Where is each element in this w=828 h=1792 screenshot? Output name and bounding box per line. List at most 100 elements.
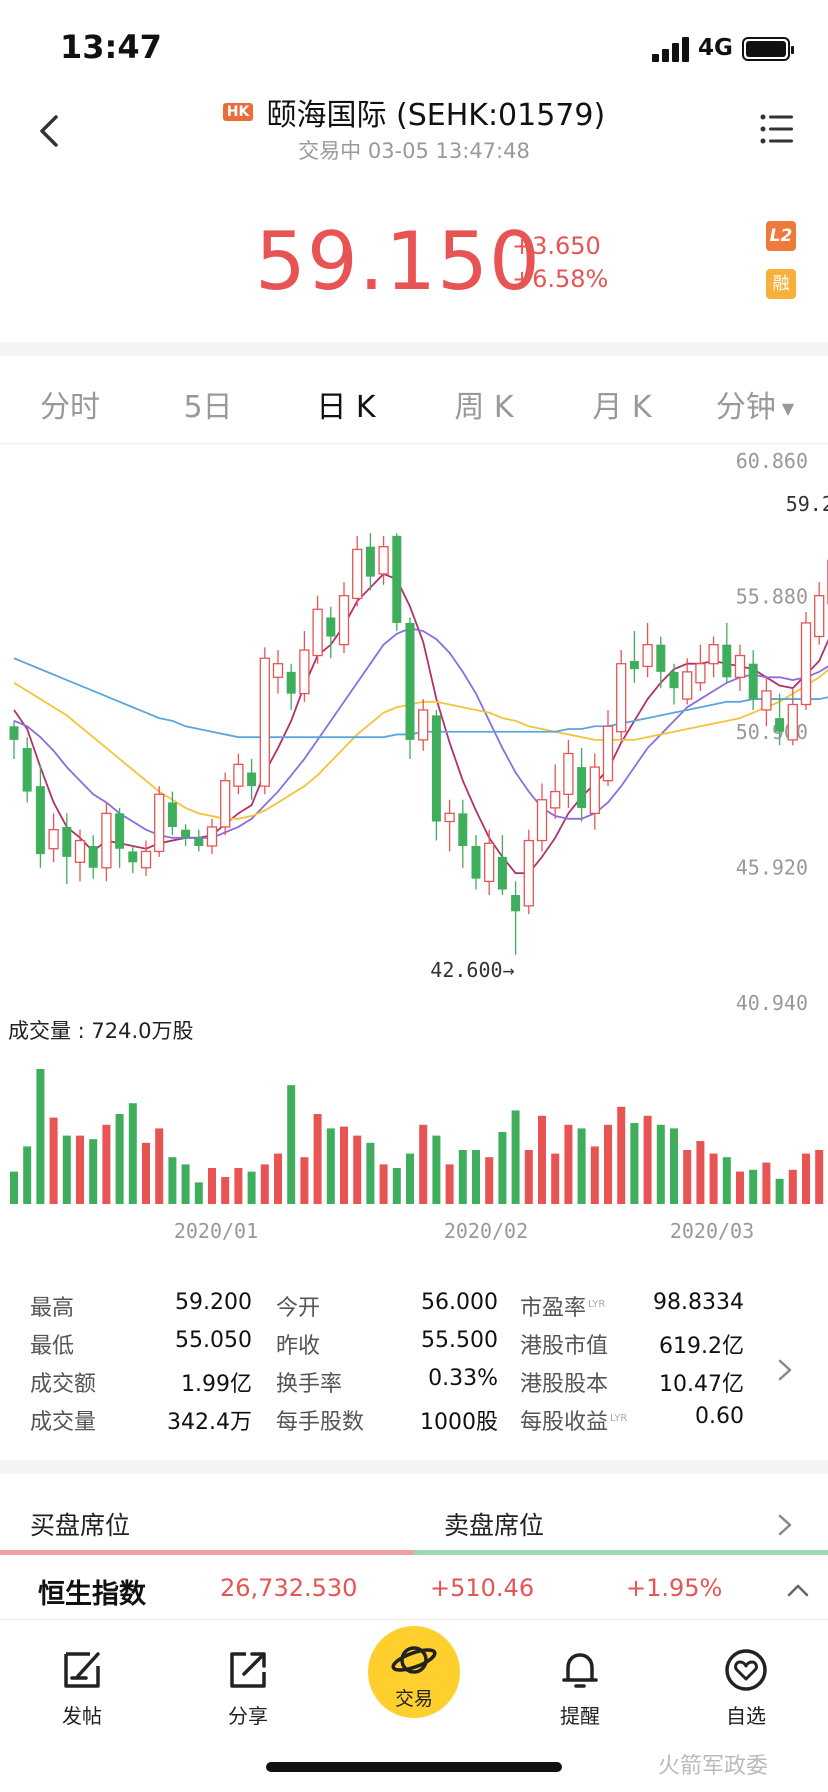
margin-badge[interactable]: 融 <box>766 269 796 299</box>
high-annotation: 59.200→ <box>786 492 828 516</box>
volume-bar <box>670 1128 678 1204</box>
candle-body-up <box>444 812 455 823</box>
volume-bar <box>194 1182 203 1204</box>
buy-ratio-bar <box>0 1550 414 1555</box>
candle-body-up <box>708 644 719 665</box>
volume-bar <box>551 1153 560 1204</box>
candle-body-down <box>392 535 402 623</box>
volume-bar <box>788 1169 797 1204</box>
trade-button[interactable]: 交易 <box>368 1626 460 1718</box>
volume-bar <box>313 1114 322 1204</box>
candle-body-up <box>140 850 152 869</box>
caret-down-icon: ▼ <box>781 399 795 418</box>
stat-label: 成交额 <box>30 1372 97 1397</box>
price-change-percent: +6.58% <box>512 265 609 293</box>
stat-value: 55.500 <box>421 1328 498 1353</box>
candle-body-up <box>589 766 600 814</box>
candle-body-up <box>272 663 284 678</box>
tab-intraday[interactable]: 分时 <box>40 390 100 425</box>
stats-panel[interactable]: 最高 59.200 今开 56.000 市盈率 LYR 98.8334 最低 55.050 昨收 5… <box>0 1280 828 1440</box>
chevron-right-icon[interactable] <box>774 1355 796 1385</box>
market-badge: HK <box>222 103 254 121</box>
candle-body-down <box>748 663 758 700</box>
candle-body-down <box>497 856 507 890</box>
volume-bar <box>538 1115 546 1204</box>
network-type: 4G <box>698 35 733 61</box>
candle-body-down <box>431 715 441 822</box>
share-button[interactable]: 分享 <box>198 1648 298 1729</box>
candle-body-down <box>722 644 732 678</box>
tab-5day[interactable]: 5日 <box>183 390 233 425</box>
chevron-up-icon[interactable] <box>786 1582 810 1598</box>
stat-superscript: LYR <box>610 1412 628 1424</box>
candle-body-up <box>695 663 706 684</box>
candle-body-down <box>669 671 679 689</box>
y-tick-label: 55.880 <box>736 585 808 609</box>
stat-label: 每手股数 <box>276 1410 365 1435</box>
stat-value: 10.47亿 <box>659 1372 744 1397</box>
l2-badge[interactable]: L2 <box>766 221 796 251</box>
low-annotation: 42.600→ <box>430 958 514 982</box>
volume-bar <box>511 1110 520 1204</box>
share-label: 分享 <box>228 1704 268 1728</box>
volume-bar <box>709 1153 718 1204</box>
y-tick-label: 45.920 <box>736 856 808 880</box>
kline-chart-svg[interactable]: 60.86055.88050.90045.92040.94059.200→42.… <box>0 444 828 1244</box>
divider <box>0 342 828 356</box>
stat-value: 342.4万 <box>167 1410 252 1435</box>
alert-button[interactable]: 提醒 <box>530 1648 630 1729</box>
volume-bar <box>76 1135 84 1204</box>
menu-list-icon[interactable] <box>760 113 794 145</box>
chevron-right-icon[interactable] <box>774 1510 796 1540</box>
x-tick-label: 2020/01 <box>174 1219 258 1243</box>
candle-body-up <box>734 654 746 678</box>
candle-body-up <box>259 657 270 787</box>
volume-bar <box>564 1124 573 1204</box>
volume-bar <box>221 1177 230 1204</box>
stat-label: 市盈率 LYR <box>520 1296 606 1321</box>
tab-daily-k[interactable]: 日 K <box>316 390 376 425</box>
nav-header: HK 颐海国际 (SEHK:01579) 交易中 03-05 13:47:48 <box>0 85 828 175</box>
volume-bar <box>168 1157 177 1204</box>
volume-bar <box>656 1124 665 1204</box>
order-book-header[interactable]: 买盘席位 卖盘席位 <box>0 1474 828 1554</box>
signal-icon <box>652 36 692 62</box>
tab-weekly-k[interactable]: 周 K <box>454 390 514 425</box>
candle-body-up <box>418 709 429 741</box>
candle-body-down <box>775 718 785 732</box>
index-ticker[interactable]: 恒生指数 26,732.530 +510.46 +1.95% <box>0 1560 828 1620</box>
tab-minute-label: 分钟 <box>715 390 776 425</box>
candle-body-up <box>800 622 812 706</box>
stat-label: 换手率 <box>276 1372 343 1397</box>
divider <box>0 1460 828 1474</box>
status-time: 13:47 <box>60 28 162 66</box>
current-price: 59.150 <box>255 215 541 308</box>
watchlist-button[interactable]: 自选 <box>696 1648 796 1729</box>
ma-line-ma20 <box>13 668 828 820</box>
candle-body-down <box>326 617 336 637</box>
candle-body-down <box>405 622 415 740</box>
y-tick-label: 40.940 <box>736 991 808 1015</box>
candle-body-down <box>35 786 45 855</box>
volume-bar <box>274 1153 282 1204</box>
post-button[interactable]: 发帖 <box>32 1648 132 1729</box>
sell-seats-label[interactable]: 卖盘席位 <box>444 1511 545 1540</box>
tab-minute[interactable]: 分钟 ▼ <box>690 382 820 426</box>
watermark: 火箭军政委 <box>658 1754 769 1779</box>
volume-bar <box>142 1142 150 1204</box>
battery-icon <box>742 37 794 61</box>
back-icon[interactable] <box>30 105 70 155</box>
home-indicator[interactable] <box>266 1762 562 1772</box>
volume-bar <box>300 1157 309 1204</box>
period-tabs: 分时 5日 日 K 周 K 月 K 分钟 ▼ <box>0 356 828 444</box>
ma-line-ma60 <box>13 657 828 739</box>
candle-body-up <box>312 608 323 657</box>
buy-seats-label[interactable]: 买盘席位 <box>30 1511 131 1540</box>
kline-chart[interactable]: 60.86055.88050.90045.92040.94059.200→42.… <box>0 444 828 1244</box>
trading-status: 交易中 03-05 13:47:48 <box>298 139 530 163</box>
volume-bar <box>353 1135 362 1204</box>
edit-icon <box>64 1652 100 1688</box>
tab-monthly-k[interactable]: 月 K <box>592 390 652 425</box>
candle-body-up <box>761 690 772 711</box>
volume-bar <box>23 1146 32 1204</box>
